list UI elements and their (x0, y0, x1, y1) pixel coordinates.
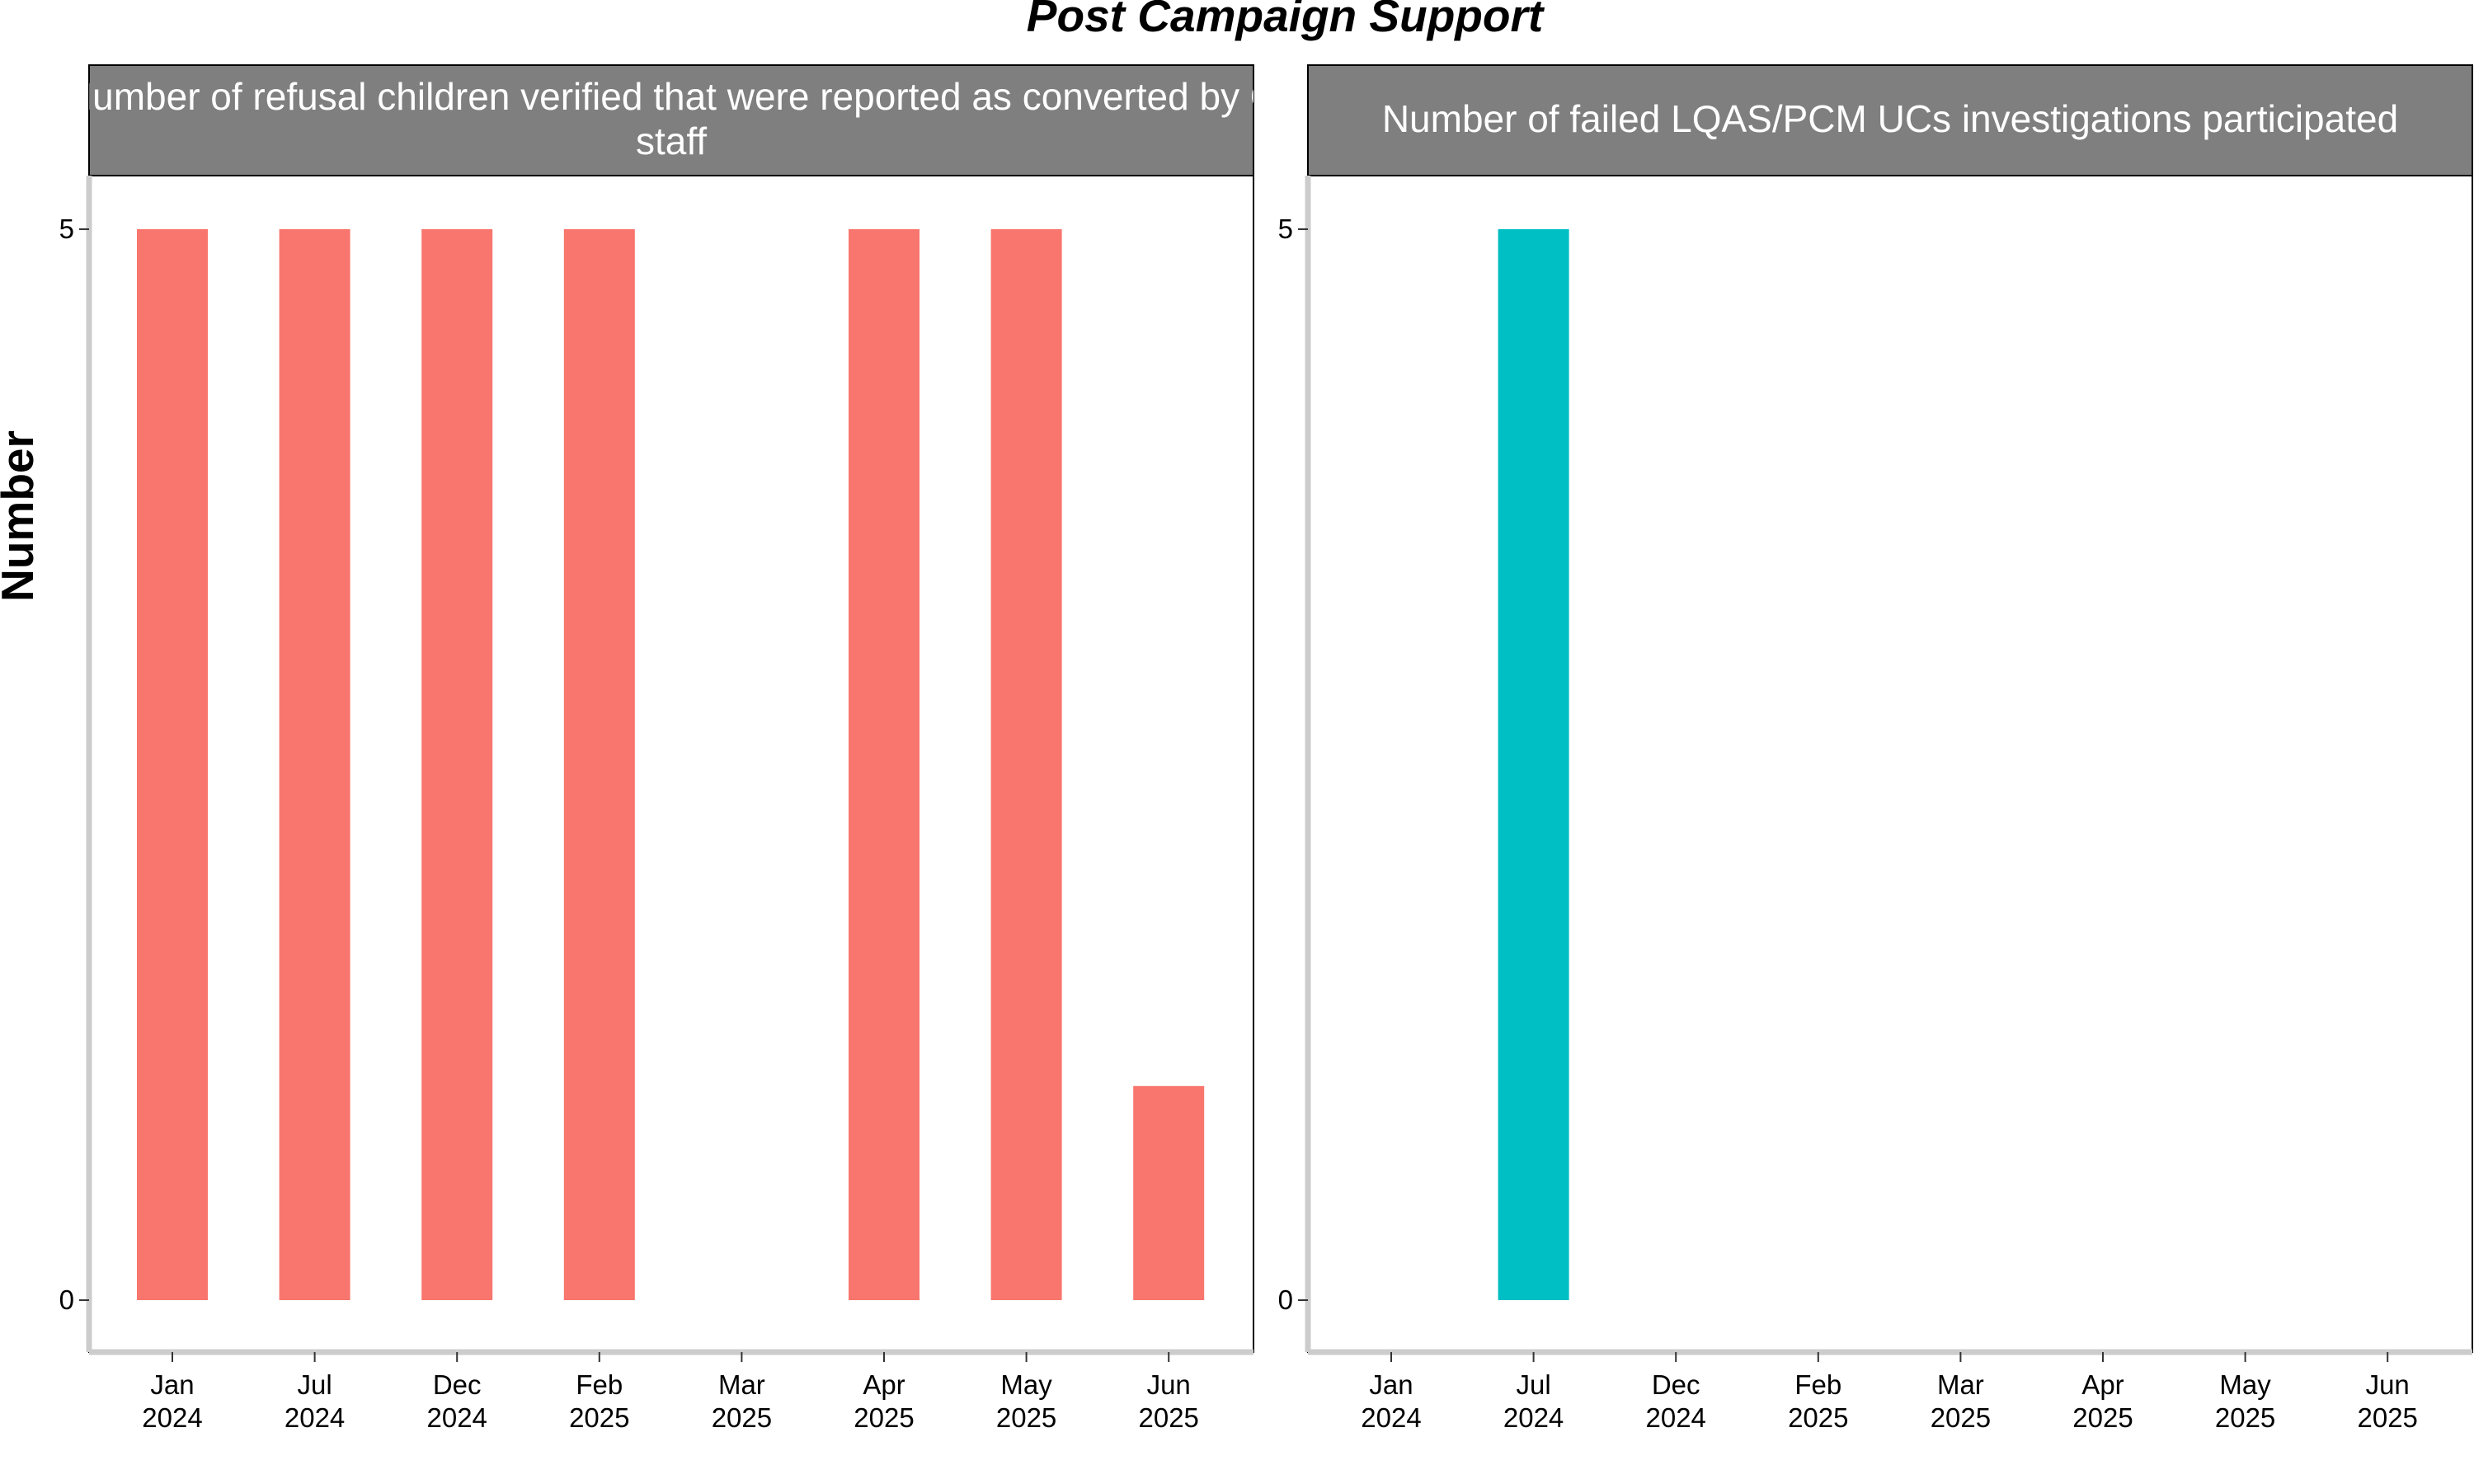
strip-background (1307, 64, 2473, 176)
x-tick-label: Jun 2025 (2357, 1369, 2417, 1433)
strip-background (88, 64, 1254, 176)
strip-label: Number of failed LQAS/PCM UCs investigat… (1382, 97, 2398, 140)
y-tick-label: 0 (59, 1284, 74, 1315)
y-tick-label: 5 (1278, 214, 1293, 244)
x-tick-label: Jan 2024 (142, 1369, 202, 1433)
x-tick-label: Jan 2024 (1361, 1369, 1421, 1433)
strip-label-line: Number of refusal children verified that… (65, 75, 1277, 118)
bar (137, 229, 208, 1300)
bar-series (137, 229, 1205, 1300)
bar (849, 229, 920, 1300)
x-tick-label: May 2025 (2215, 1369, 2275, 1433)
strip-label: Number of refusal children verified that… (65, 75, 1277, 162)
y-tick-label: 0 (1278, 1284, 1293, 1315)
panel-refusal-children: Number of refusal children verified that… (59, 64, 1277, 1433)
x-tick-label: Mar 2025 (1931, 1369, 1991, 1433)
bar-series (1498, 229, 1569, 1300)
strip-label-line: staff (636, 120, 707, 162)
plot-panel (88, 175, 1254, 1353)
x-tick-label: Feb 2025 (569, 1369, 629, 1433)
y-ticks: 05 (1278, 214, 1308, 1315)
x-tick-label: Jun 2025 (1138, 1369, 1198, 1433)
bar (421, 229, 493, 1300)
bar (1133, 1086, 1205, 1300)
bar (279, 229, 350, 1300)
x-tick-label: Jul 2024 (285, 1369, 345, 1433)
y-ticks: 05 (59, 214, 89, 1315)
strip-label-line: Number of failed LQAS/PCM UCs investigat… (1382, 97, 2398, 140)
x-tick-label: Mar 2025 (712, 1369, 772, 1433)
x-tick-label: May 2025 (996, 1369, 1056, 1433)
x-tick-label: Dec 2024 (426, 1369, 487, 1433)
x-tick-label: Dec 2024 (1645, 1369, 1705, 1433)
x-ticks: Jan 2024 Jul 2024 Dec 2024 Feb 2025 Mar 2025 Apr 20… (142, 1352, 1199, 1433)
bar (990, 229, 1062, 1300)
x-ticks: Jan 2024 Jul 2024 Dec 2024 Feb 2025 Mar 2025 Apr 20… (1361, 1352, 2418, 1433)
y-tick-label: 5 (59, 214, 74, 244)
x-tick-label: Apr 2025 (2072, 1369, 2133, 1433)
bar (1498, 229, 1569, 1300)
plot-panel (1307, 175, 2473, 1353)
x-tick-label: Apr 2025 (854, 1369, 914, 1433)
x-tick-label: Feb 2025 (1788, 1369, 1848, 1433)
panel-failed-lqas: Number of failed LQAS/PCM UCs investigat… (1278, 64, 2473, 1433)
bar (563, 229, 635, 1300)
y-axis-label: Number (0, 430, 43, 602)
x-tick-label: Jul 2024 (1503, 1369, 1564, 1433)
chart-title: Post Campaign Support (1027, 0, 1545, 41)
